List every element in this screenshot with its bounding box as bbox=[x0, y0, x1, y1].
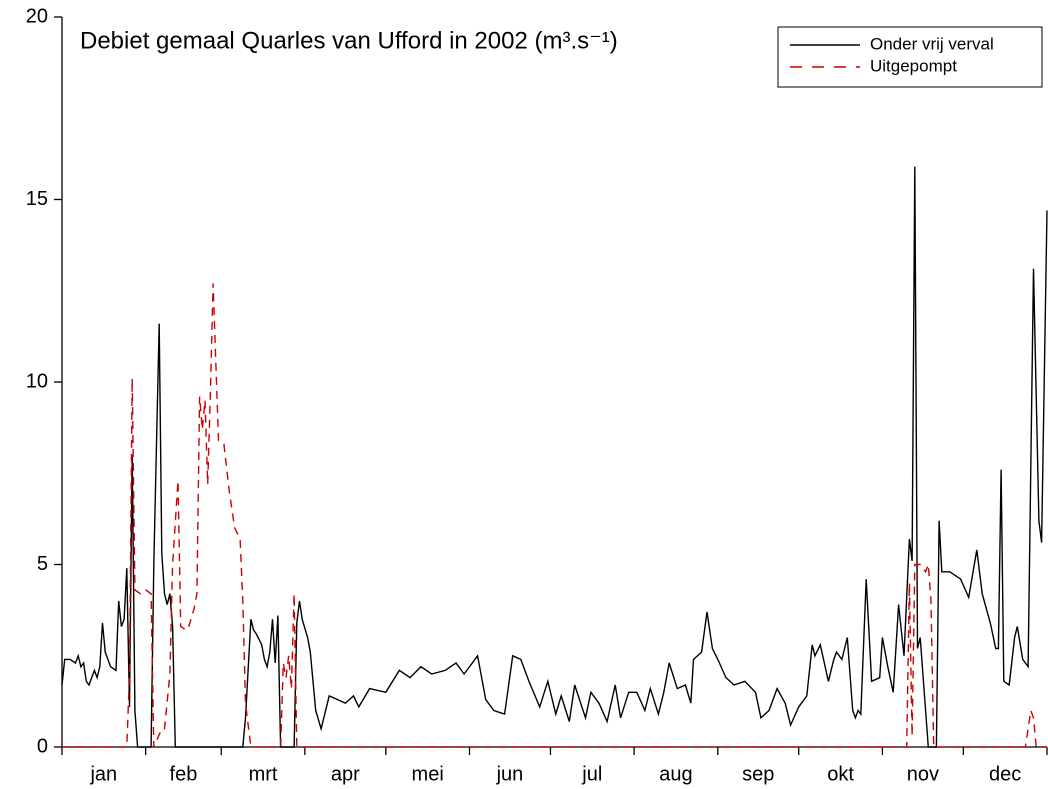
y-tick-label: 15 bbox=[26, 188, 48, 210]
y-tick-label: 5 bbox=[37, 553, 48, 575]
x-tick-label: feb bbox=[170, 763, 198, 785]
x-tick-label: okt bbox=[827, 763, 854, 785]
x-tick-label: jun bbox=[496, 763, 524, 785]
x-tick-label: aug bbox=[659, 763, 692, 785]
x-tick-label: apr bbox=[331, 763, 360, 785]
x-tick-label: sep bbox=[742, 763, 774, 785]
x-tick-label: jan bbox=[89, 763, 117, 785]
series-line bbox=[61, 166, 1048, 748]
x-tick-label: mrt bbox=[249, 763, 278, 785]
legend-label: Uitgepompt bbox=[870, 56, 957, 75]
y-tick-label: 20 bbox=[26, 5, 48, 27]
y-tick-label: 0 bbox=[37, 735, 48, 757]
x-tick-label: nov bbox=[907, 763, 939, 785]
legend-label: Onder vrij verval bbox=[870, 34, 994, 53]
x-tick-label: jul bbox=[581, 763, 602, 785]
x-tick-label: mei bbox=[412, 763, 444, 785]
legend-box bbox=[777, 26, 1043, 88]
y-tick-label: 10 bbox=[26, 370, 48, 392]
chart-title: Debiet gemaal Quarles van Ufford in 2002… bbox=[80, 27, 618, 54]
series-line bbox=[62, 283, 1047, 748]
x-tick-label: dec bbox=[989, 763, 1021, 785]
